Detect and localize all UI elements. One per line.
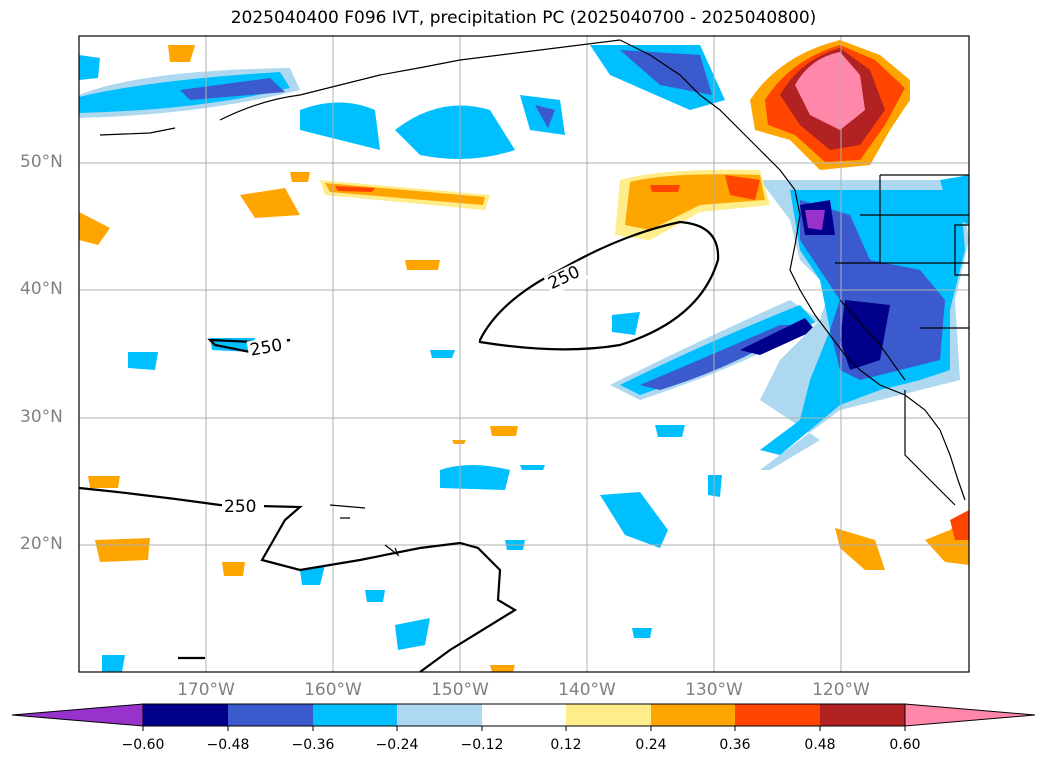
lat-label-20n: 20°N: [20, 534, 63, 554]
colorbar-tick: 0.36: [719, 737, 751, 753]
lon-label-160w: 160°W: [304, 680, 362, 700]
colorbar-tick: −0.60: [121, 737, 165, 753]
map-title: 2025040400 F096 IVT, precipitation PC (2…: [230, 8, 817, 28]
lon-label-130w: 130°W: [685, 680, 743, 700]
positive-anomaly-areas: [79, 40, 969, 672]
lon-label-140w: 140°W: [558, 680, 616, 700]
lat-label-30n: 30°N: [20, 407, 63, 427]
coastlines: [99, 39, 969, 557]
precip-field: [79, 40, 969, 672]
colorbar-tick: 0.60: [889, 737, 921, 753]
colorbar-tick: −0.12: [460, 737, 504, 753]
lon-label-170w: 170°W: [177, 680, 235, 700]
colorbar-tick: −0.24: [375, 737, 419, 753]
lon-label-120w: 120°W: [812, 680, 870, 700]
lon-label-150w: 150°W: [431, 680, 489, 700]
colorbar-tick: 0.12: [550, 737, 582, 753]
colorbar-tick: −0.48: [206, 737, 250, 753]
colorbar-tick: 0.24: [635, 737, 667, 753]
colorbar-tick: 0.48: [804, 737, 836, 753]
colorbar-tick: −0.36: [291, 737, 335, 753]
lat-label-50n: 50°N: [20, 152, 63, 172]
lat-label-40n: 40°N: [20, 279, 63, 299]
colorbar: [11, 703, 1036, 731]
contour-label: 250: [224, 497, 257, 517]
negative-anomaly-areas: [79, 45, 969, 672]
graticule: [79, 36, 969, 672]
map-frame: [78, 35, 970, 673]
